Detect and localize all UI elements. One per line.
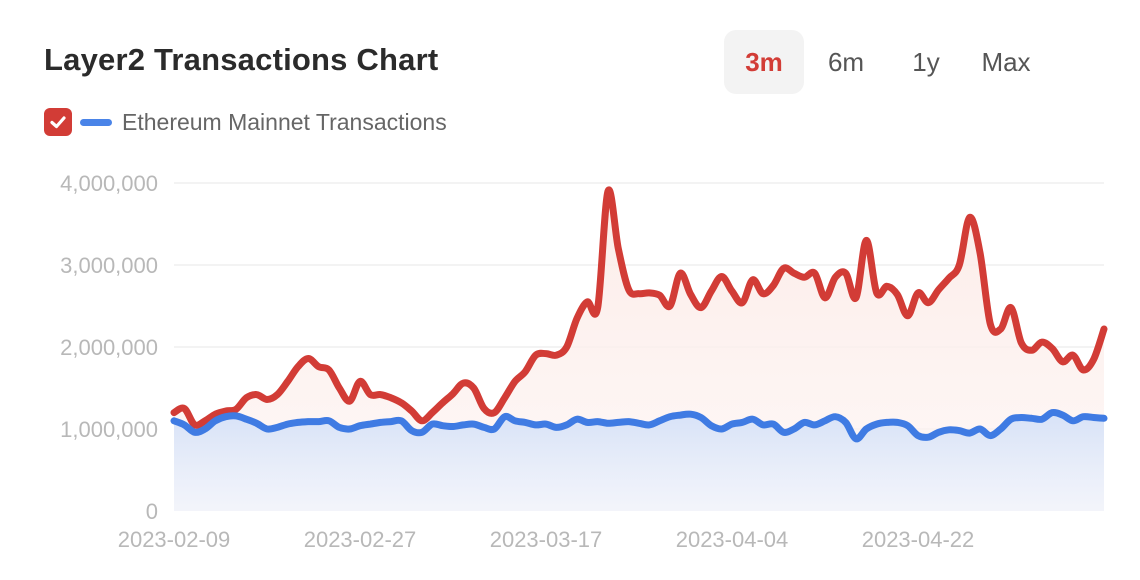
series-lines xyxy=(170,186,1108,443)
x-tick-label: 2023-03-17 xyxy=(490,527,603,552)
time-range-selector: 3m 6m 1y Max xyxy=(724,30,1044,94)
legend-item-ethereum-mainnet[interactable]: Ethereum Mainnet Transactions xyxy=(44,108,447,136)
legend-checkbox[interactable] xyxy=(44,108,72,136)
range-button-3m[interactable]: 3m xyxy=(724,30,804,94)
ethereum-mainnet-transactions-line[interactable] xyxy=(170,408,1108,443)
ethereum-mainnet-transactions-area xyxy=(174,412,1104,511)
legend-label: Ethereum Mainnet Transactions xyxy=(122,108,447,135)
y-axis-ticks: 0 1,000,000 2,000,000 3,000,000 4,000,000 xyxy=(60,171,158,524)
x-tick-label: 2023-02-09 xyxy=(118,527,231,552)
chart-title: Layer2 Transactions Chart xyxy=(44,42,439,77)
range-button-max[interactable]: Max xyxy=(968,30,1044,94)
y-tick-label: 1,000,000 xyxy=(60,417,158,442)
range-button-1y[interactable]: 1y xyxy=(888,30,964,94)
x-tick-label: 2023-02-27 xyxy=(304,527,417,552)
x-axis-ticks: 2023-02-09 2023-02-27 2023-03-17 2023-04-04… xyxy=(118,527,975,552)
checkmark-icon xyxy=(50,116,66,129)
y-tick-label: 2,000,000 xyxy=(60,335,158,360)
range-button-6m[interactable]: 6m xyxy=(808,30,884,94)
y-tick-label: 3,000,000 xyxy=(60,253,158,278)
y-tick-label: 4,000,000 xyxy=(60,171,158,196)
layer2-transactions-line[interactable] xyxy=(170,186,1108,429)
y-tick-label: 0 xyxy=(146,499,158,524)
x-tick-label: 2023-04-04 xyxy=(676,527,789,552)
legend-swatch xyxy=(80,118,112,126)
x-tick-label: 2023-04-22 xyxy=(862,527,975,552)
